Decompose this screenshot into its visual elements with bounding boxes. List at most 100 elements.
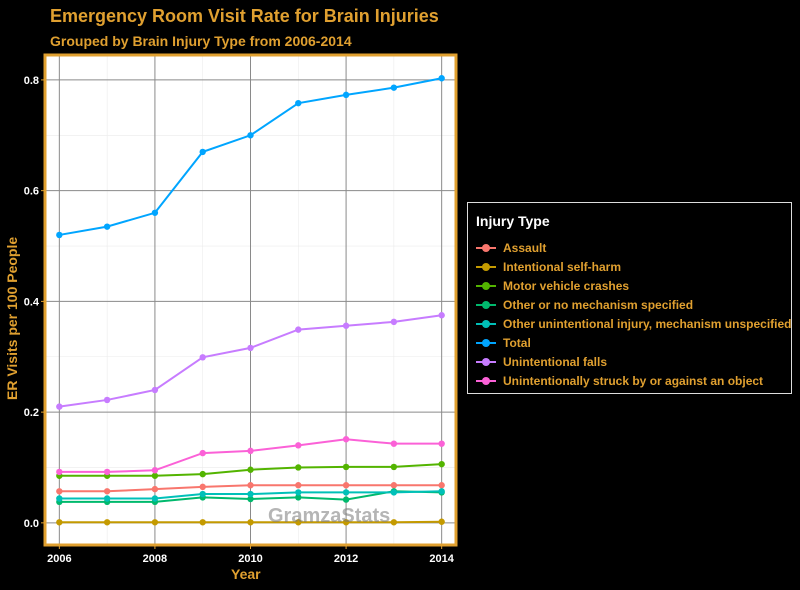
data-point	[342, 519, 350, 526]
data-point	[199, 490, 206, 498]
legend-item: Intentional self-harm	[476, 257, 783, 276]
legend-item: Unintentionally struck by or against an …	[476, 371, 783, 390]
data-point	[103, 495, 111, 502]
data-point	[247, 466, 254, 473]
data-point	[247, 490, 254, 498]
legend-item: Other unintentional injury, mechanism un…	[476, 314, 792, 333]
data-point	[390, 463, 398, 471]
data-point	[247, 519, 254, 526]
legend-swatch	[476, 261, 496, 273]
watermark: GramzaStats	[268, 505, 391, 527]
data-point	[151, 485, 159, 493]
legend-item: Assault	[476, 238, 783, 257]
data-point	[295, 489, 302, 496]
legend-item: Motor vehicle crashes	[476, 276, 783, 295]
data-point	[103, 223, 111, 230]
data-point	[247, 132, 254, 139]
legend-label: Other or no mechanism specified	[503, 297, 694, 312]
data-point	[390, 318, 398, 326]
legend-label: Total	[503, 335, 531, 350]
y-tick-label: 0.2	[24, 407, 39, 419]
data-point	[295, 99, 302, 107]
legend-items: Assault Intentional self-harm Motor vehicl…	[476, 238, 792, 390]
y-tick-label: 0.8	[24, 75, 39, 87]
data-point	[295, 464, 302, 471]
data-point	[342, 482, 350, 489]
data-point	[342, 436, 350, 443]
legend-swatch	[476, 356, 496, 368]
legend-label: Unintentionally struck by or against an …	[503, 373, 764, 388]
data-point	[103, 468, 111, 476]
data-point	[390, 440, 398, 447]
data-point	[103, 396, 111, 404]
data-point	[342, 322, 350, 329]
legend-swatch	[476, 375, 496, 387]
data-point	[199, 449, 206, 457]
data-point	[390, 84, 398, 91]
data-point	[247, 344, 254, 352]
data-point	[438, 312, 445, 319]
data-point	[151, 209, 159, 216]
data-point	[56, 495, 63, 502]
data-point	[103, 488, 111, 495]
legend-swatch	[476, 337, 496, 349]
data-point	[199, 470, 206, 478]
y-tick-label: 0.0	[24, 518, 39, 530]
legend-swatch	[476, 318, 496, 330]
data-point	[56, 488, 63, 495]
data-point	[56, 468, 63, 476]
data-point	[151, 495, 159, 502]
data-point	[342, 463, 350, 471]
data-point	[199, 483, 206, 491]
data-point	[56, 231, 63, 239]
data-point	[342, 489, 350, 496]
x-tick-label: 2008	[143, 553, 167, 565]
data-point	[438, 460, 445, 468]
data-point	[295, 519, 302, 526]
x-tick-label: 2012	[334, 553, 358, 565]
data-point	[151, 519, 159, 526]
legend-swatch	[476, 299, 496, 311]
data-point	[390, 489, 398, 496]
data-point	[342, 496, 350, 503]
legend-label: Unintentional falls	[503, 354, 608, 369]
legend-label: Other unintentional injury, mechanism un…	[503, 316, 792, 331]
legend: Injury Type Assault Intentional self-harm…	[467, 202, 792, 394]
data-point	[438, 488, 445, 495]
y-tick-label: 0.4	[24, 296, 40, 308]
x-tick-label: 2014	[429, 553, 454, 565]
x-axis-label: Year	[231, 566, 261, 582]
legend-item: Unintentional falls	[476, 352, 783, 371]
data-point	[295, 494, 302, 501]
data-point	[199, 148, 206, 156]
legend-label: Assault	[503, 240, 547, 255]
data-point	[199, 354, 206, 361]
data-point	[247, 482, 254, 489]
legend-item: Total	[476, 333, 783, 352]
data-point	[151, 472, 159, 479]
data-point	[295, 442, 302, 449]
data-point	[151, 386, 159, 394]
data-point	[247, 447, 254, 455]
chart-title: Emergency Room Visit Rate for Brain Inju…	[50, 6, 439, 26]
data-point	[56, 403, 63, 410]
legend-swatch	[476, 242, 496, 254]
x-tick-label: 2006	[47, 553, 71, 565]
data-point	[151, 467, 159, 474]
chart-subtitle: Grouped by Brain Injury Type from 2006-2…	[50, 33, 352, 49]
legend-title: Injury Type	[476, 213, 550, 229]
data-point	[199, 519, 206, 526]
data-point	[247, 495, 254, 503]
data-point	[103, 519, 111, 526]
data-point	[438, 75, 445, 82]
data-point	[390, 482, 398, 489]
legend-swatch	[476, 280, 496, 292]
data-point	[342, 91, 350, 99]
legend-label: Motor vehicle crashes	[503, 278, 630, 293]
data-point	[295, 326, 302, 333]
legend-item: Other or no mechanism specified	[476, 295, 783, 314]
data-point	[438, 482, 445, 489]
data-point	[438, 440, 445, 447]
y-tick-label: 0.6	[24, 186, 39, 198]
